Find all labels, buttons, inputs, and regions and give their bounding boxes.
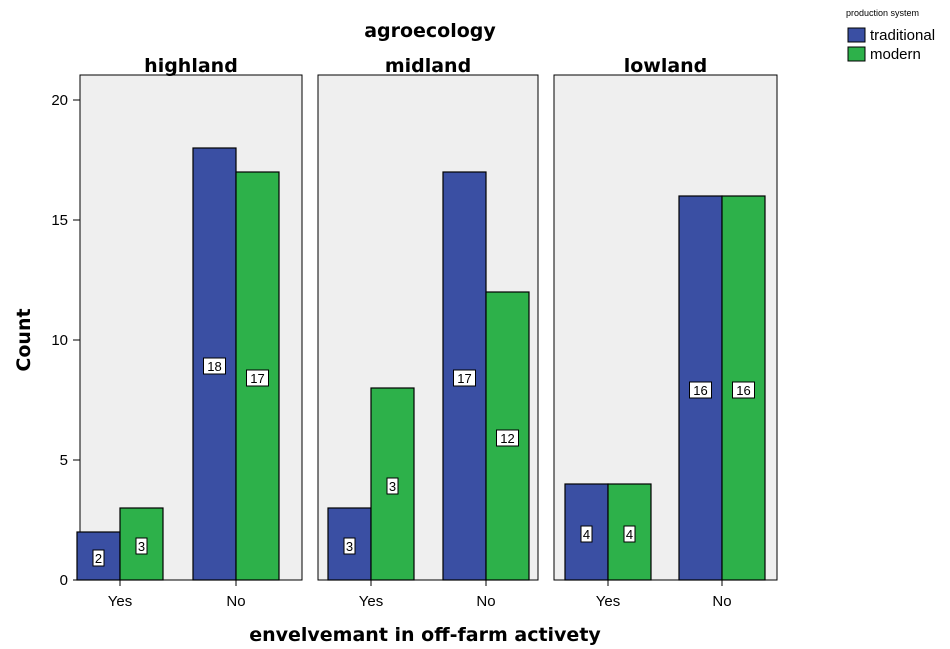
data-label-box	[246, 369, 269, 387]
data-label-box	[689, 381, 712, 399]
legend-swatch-modern	[847, 46, 866, 62]
y-tick-label: 0	[60, 572, 68, 589]
data-label: 3	[138, 539, 145, 554]
x-tick-label: No	[476, 593, 495, 610]
y-tick-label: 15	[51, 212, 68, 229]
x-tick-label: Yes	[108, 593, 132, 610]
data-label: 16	[736, 383, 750, 398]
data-label: 12	[500, 431, 514, 446]
data-label-box	[623, 525, 636, 543]
panel-header-midland: midland	[385, 55, 471, 77]
x-tick-label: No	[226, 593, 245, 610]
x-tick-label: Yes	[359, 593, 383, 610]
data-label: 2	[95, 551, 102, 566]
y-tick-label: 20	[51, 92, 68, 109]
data-label: 17	[250, 371, 264, 386]
data-label: 17	[457, 371, 471, 386]
data-label: 16	[693, 383, 707, 398]
data-label-box	[92, 549, 105, 567]
panel-header-highland: highland	[144, 55, 238, 77]
plot-layer: 0 5 10 15 20 highland Yes 2 3 No 18 17 midland Yes 3 3 N…	[51, 27, 935, 610]
x-tick-label: No	[712, 593, 731, 610]
y-tick-label: 10	[51, 332, 68, 349]
y-tick-label: 5	[60, 452, 68, 469]
x-axis-label: envelvemant in off-farm activety	[249, 624, 601, 646]
data-label: 18	[207, 359, 221, 374]
data-label-box	[386, 477, 399, 495]
legend-label-traditional: traditional	[870, 27, 935, 44]
chart-title: agroecology	[364, 20, 496, 42]
data-label: 4	[583, 527, 590, 542]
data-label: 3	[346, 539, 353, 554]
legend-swatch-traditional	[847, 27, 866, 43]
data-label-box	[343, 537, 356, 555]
data-label-box	[135, 537, 148, 555]
data-label-box	[496, 429, 519, 447]
y-axis-label: Count	[13, 308, 35, 371]
data-label: 4	[626, 527, 633, 542]
data-label-box	[203, 357, 226, 375]
legend-label-modern: modern	[870, 46, 921, 63]
panel-header-lowland: lowland	[624, 55, 708, 77]
data-label-box	[580, 525, 593, 543]
legend-title: production system	[846, 8, 919, 18]
data-label-box	[732, 381, 755, 399]
data-label-box	[453, 369, 476, 387]
x-tick-label: Yes	[596, 593, 620, 610]
data-label: 3	[389, 479, 396, 494]
